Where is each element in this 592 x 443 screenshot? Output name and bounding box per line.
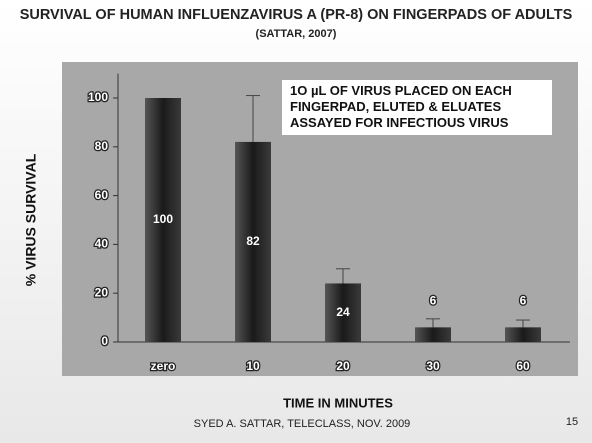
- y-tick-label: 60: [95, 188, 109, 202]
- y-tick-label: 100: [88, 90, 108, 104]
- y-tick-label: 40: [95, 237, 109, 251]
- data-label: 82: [246, 234, 260, 248]
- annotation-line: FINGERPAD, ELUTED & ELUATES: [290, 99, 502, 114]
- bar: [235, 141, 271, 342]
- x-tick-label: 20: [336, 359, 350, 373]
- y-axis-label: % VIRUS SURVIVAL: [23, 153, 39, 286]
- title-note: (SATTAR, 2007): [255, 28, 337, 40]
- bar: [325, 283, 361, 342]
- bar: [415, 327, 451, 342]
- title: SURVIVAL OF HUMAN INFLUENZAVIRUS A (PR-8…: [8, 6, 584, 43]
- title-main: SURVIVAL OF HUMAN INFLUENZAVIRUS A (PR-8…: [19, 7, 573, 23]
- annotation-line: ASSAYED FOR INFECTIOUS VIRUS: [290, 115, 509, 130]
- page-number: 15: [566, 416, 578, 428]
- x-tick-label: 30: [426, 359, 440, 373]
- x-tick-label: zero: [151, 359, 176, 373]
- footer: SYED A. SATTAR, TELECLASS, NOV. 2009: [194, 418, 411, 430]
- x-tick-label: 60: [516, 359, 530, 373]
- x-tick-label: 10: [246, 359, 260, 373]
- data-label: 24: [336, 305, 350, 319]
- y-tick-label: 80: [95, 139, 109, 153]
- data-label: 100: [153, 212, 173, 226]
- annotation: 1O µL OF VIRUS PLACED ON EACH FINGERPAD, …: [282, 80, 552, 135]
- data-label: 6: [520, 294, 527, 308]
- bar: [505, 327, 541, 342]
- bar: [145, 98, 181, 342]
- annotation-line: 1O µL OF VIRUS PLACED ON EACH: [290, 83, 512, 98]
- y-tick-label: 0: [101, 334, 108, 348]
- x-axis-label: TIME IN MINUTES: [283, 395, 393, 410]
- data-label: 6: [430, 294, 437, 308]
- y-tick-label: 20: [95, 285, 109, 299]
